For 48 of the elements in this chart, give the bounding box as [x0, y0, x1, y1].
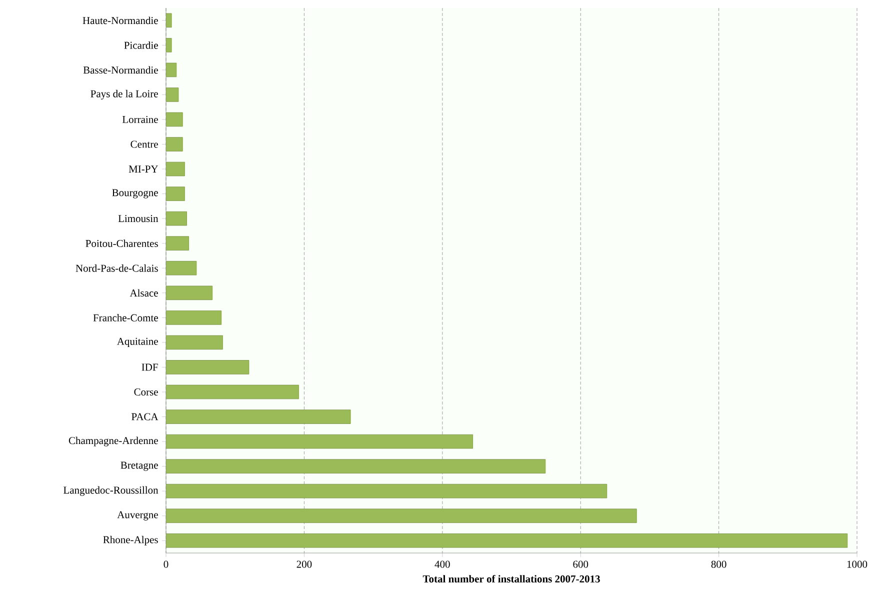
- y-tick-label: Limousin: [118, 215, 158, 222]
- bar: [166, 335, 223, 350]
- bar: [166, 236, 190, 250]
- x-tick-label: 600: [573, 560, 588, 568]
- x-tick-label: 800: [711, 560, 726, 568]
- y-tick-label: Auvergne: [117, 511, 158, 520]
- bar: [166, 88, 178, 102]
- y-tick-label: Franche-Comte: [93, 314, 158, 322]
- y-tick-label: Centre: [130, 140, 158, 148]
- bar: [166, 137, 183, 152]
- x-tick-label: 200: [296, 560, 312, 568]
- y-tick-label: Haute-Normandie: [82, 16, 158, 24]
- y-tick-label: Basse-Normandie: [83, 66, 158, 74]
- y-tick-label: MI-PY: [128, 166, 158, 172]
- y-tick-label: Picardie: [124, 41, 158, 49]
- y-tick-label: Nord-Pas-de-Calais: [76, 264, 158, 272]
- y-tick-label: PACA: [132, 413, 158, 420]
- x-tick-label: 1000: [847, 560, 868, 568]
- y-tick-label: Aquitaine: [117, 338, 158, 348]
- bar: [166, 310, 222, 325]
- bar: [166, 260, 197, 276]
- bar: [166, 286, 212, 300]
- y-tick-label: Rhone-Alpes: [103, 536, 158, 546]
- bar: [166, 434, 474, 449]
- y-tick-label: Bourgogne: [112, 189, 158, 198]
- bar: [166, 533, 848, 548]
- y-tick-label: Bretagne: [120, 462, 158, 471]
- y-tick-label: Alsace: [130, 289, 158, 297]
- y-tick-label: Pays de la Loire: [90, 90, 158, 100]
- y-tick-label: IDF: [142, 364, 158, 371]
- x-tick-label: 0: [164, 560, 168, 568]
- bar: [166, 384, 299, 400]
- y-tick-label: Languedoc-Roussillon: [64, 486, 158, 496]
- bar: [166, 360, 250, 374]
- x-tick-label: 400: [434, 560, 450, 568]
- y-tick-label: Corse: [134, 388, 158, 396]
- y-tick-label: Poitou-Charentes: [86, 240, 158, 248]
- bar: [166, 162, 185, 176]
- x-axis-title: Total number of installations 2007-2013: [422, 574, 600, 583]
- bar: [166, 186, 185, 201]
- bar: [166, 484, 608, 498]
- bar: [166, 211, 187, 226]
- y-tick-label: Lorraine: [122, 116, 158, 124]
- bar: [166, 112, 183, 127]
- bar: [166, 459, 546, 474]
- bar: [166, 410, 351, 424]
- y-tick-label: Champagne-Ardenne: [68, 436, 158, 446]
- bar: [166, 508, 637, 523]
